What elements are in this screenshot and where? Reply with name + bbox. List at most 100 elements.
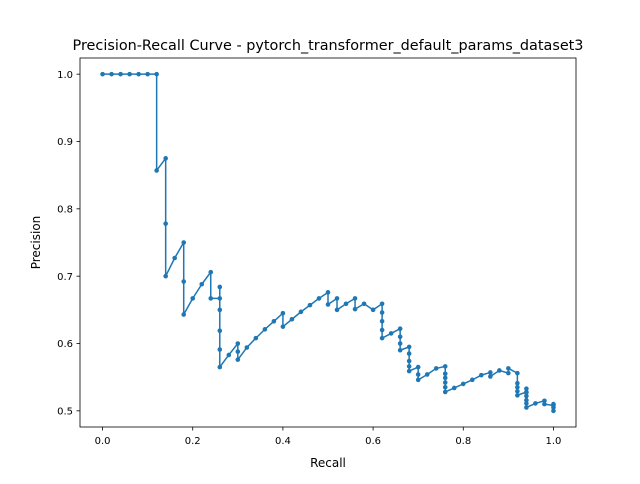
pr-curve-point xyxy=(397,347,403,353)
pr-curve-point xyxy=(379,301,385,307)
pr-curve-point xyxy=(253,335,259,341)
y-tick-label: 0.6 xyxy=(57,339,73,350)
pr-curve-point xyxy=(235,341,241,346)
pr-curve-point xyxy=(280,324,286,329)
pr-curve-point xyxy=(352,306,358,312)
x-tick-label: 0.2 xyxy=(185,436,201,447)
pr-curve-point xyxy=(415,364,421,370)
pr-curve-point xyxy=(181,312,187,317)
pr-curve-point xyxy=(235,349,241,354)
pr-curve-point xyxy=(199,281,205,287)
pr-curve-point xyxy=(316,296,322,301)
pr-curve-point xyxy=(172,255,177,261)
chart-title: Precision-Recall Curve - pytorch_transfo… xyxy=(73,38,584,54)
pr-curve-point xyxy=(379,327,385,333)
pr-curve-point xyxy=(127,71,132,77)
pr-curve-point xyxy=(533,401,538,406)
pr-curve-point xyxy=(524,405,529,410)
pr-curve-point xyxy=(145,71,150,77)
pr-curve-point xyxy=(379,335,385,341)
pr-curve-point xyxy=(406,344,412,350)
x-axis-label: Recall xyxy=(310,456,346,470)
pr-curve-point xyxy=(479,372,484,378)
pr-curve-point xyxy=(190,296,196,301)
pr-curve-point xyxy=(325,302,331,307)
pr-curve-point xyxy=(217,328,223,334)
pr-curve-point xyxy=(406,358,412,364)
pr-curve-point xyxy=(343,301,349,307)
x-axis: 0.0 0.2 0.4 0.6 0.8 1.0 xyxy=(95,427,562,447)
pr-curve-point xyxy=(298,309,304,315)
pr-curve-point xyxy=(406,364,412,369)
pr-curve-point xyxy=(352,296,358,301)
pr-curve-point xyxy=(415,372,421,377)
pr-curve-point xyxy=(524,389,529,395)
pr-curve-point xyxy=(497,368,502,373)
pr-curve-point xyxy=(244,345,250,350)
pr-curve-point xyxy=(397,326,403,331)
pr-curve-point xyxy=(334,296,340,301)
pr-curve-point xyxy=(235,357,241,362)
pr-curve-point xyxy=(100,71,105,77)
pr-curve-point xyxy=(406,351,412,356)
pr-curve-point xyxy=(217,347,223,352)
x-tick-label: 0.8 xyxy=(455,436,471,447)
pr-curve-point xyxy=(415,377,421,383)
pr-curve-point xyxy=(136,71,141,77)
y-tick-label: 0.7 xyxy=(57,272,73,283)
x-tick-label: 0.6 xyxy=(365,436,381,447)
pr-curve-point xyxy=(524,393,529,399)
x-tick-label: 0.0 xyxy=(95,436,111,447)
pr-curve-point xyxy=(524,397,529,403)
pr-curve-point xyxy=(181,240,187,245)
pr-curve-point xyxy=(388,331,394,336)
pr-curve-point xyxy=(506,366,511,371)
pr-curve-point xyxy=(442,371,448,377)
pr-curve-point xyxy=(469,377,475,383)
pr-curve-point xyxy=(217,364,223,370)
pr-curve-point xyxy=(542,401,547,407)
pr-curve-point xyxy=(154,71,159,77)
pr-curve-point xyxy=(406,368,412,374)
pr-curve-point xyxy=(217,284,223,290)
x-tick-label: 1.0 xyxy=(546,436,562,447)
pr-curve-point xyxy=(307,302,313,308)
pr-curve-point xyxy=(118,71,123,77)
pr-curve-point xyxy=(542,398,547,404)
pr-curve-point xyxy=(379,318,385,324)
pr-curve-point xyxy=(181,279,187,284)
y-tick-label: 0.9 xyxy=(57,137,73,148)
pr-curve-point xyxy=(515,380,520,386)
pr-curve-point xyxy=(551,403,556,408)
pr-curve-point xyxy=(379,310,385,315)
pr-curve-point xyxy=(524,401,529,406)
pr-curve-point xyxy=(442,375,448,381)
pr-curve-point xyxy=(262,327,268,332)
pr-curve-point xyxy=(217,296,223,301)
pr-curve-point xyxy=(208,296,214,301)
pr-curve-point xyxy=(506,370,511,376)
y-tick-label: 0.8 xyxy=(57,204,73,215)
pr-curve-point xyxy=(334,307,340,313)
y-axis-label: Precision xyxy=(29,216,43,270)
pr-curve-point xyxy=(515,370,520,376)
pr-curve-point xyxy=(433,366,439,371)
pr-curve-point xyxy=(442,389,448,395)
pr-curve-point xyxy=(424,372,430,377)
pr-curve-point xyxy=(154,168,159,173)
pr-curve-point xyxy=(163,273,168,279)
pr-curve-point xyxy=(442,364,448,369)
pr-curve-point xyxy=(451,385,457,391)
pr-curve-point xyxy=(163,221,168,226)
pr-curve-point xyxy=(289,316,295,322)
pr-curve-point xyxy=(109,71,114,77)
pr-curve-point xyxy=(280,310,286,316)
pr-curve-point xyxy=(524,386,529,391)
y-axis: 0.5 0.6 0.7 0.8 0.9 1.0 xyxy=(57,70,80,417)
pr-curve-point xyxy=(361,301,367,307)
x-tick-label: 0.4 xyxy=(275,436,291,447)
pr-curve-point xyxy=(226,352,232,358)
